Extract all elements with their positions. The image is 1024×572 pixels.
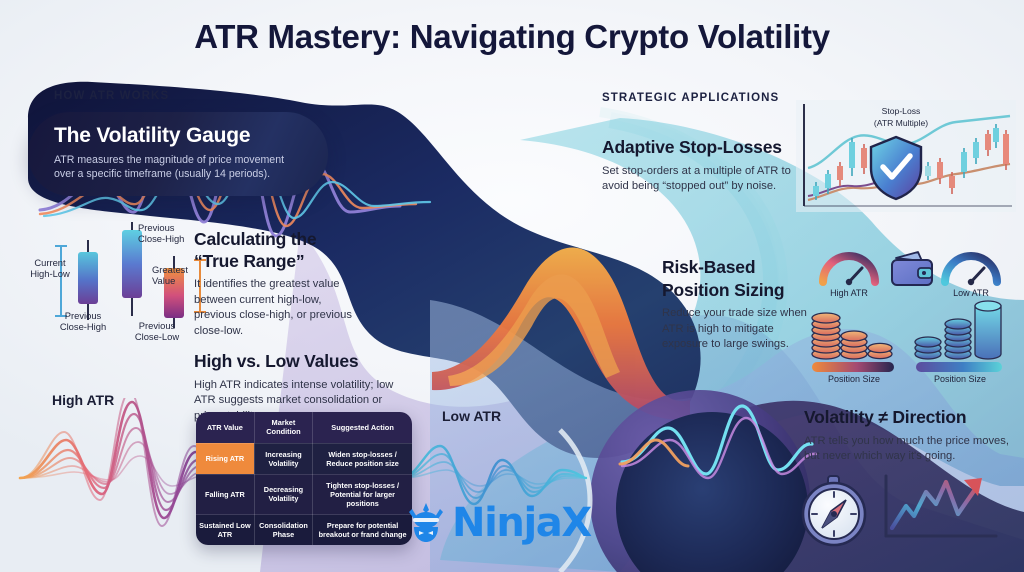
position-sizing-heading-line2: Position Sizing — [662, 279, 785, 300]
volatility-direction-body: ATR tells you how much the price moves, … — [804, 434, 1009, 463]
low-atr-wave-caption: Low ATR — [442, 408, 502, 424]
gauge-label-high-atr: High ATR — [830, 288, 868, 298]
adaptive-stop-losses-block: Adaptive Stop-Losses Set stop-orders at … — [602, 137, 802, 195]
ninja-mask-icon — [409, 503, 443, 542]
high-atr-wave-caption: High ATR — [52, 392, 115, 408]
low-atr-waveform — [398, 444, 588, 506]
stop-loss-chart-caption-line1: Stop-Loss — [881, 106, 921, 116]
position-size-coins-low-atr — [914, 300, 1002, 372]
candle-label-previous-close-high-bottom: Previous Close-High — [59, 310, 107, 333]
atr-reference-table: ATR Value Market Condition Suggested Act… — [196, 412, 412, 546]
position-sizing-heading-line1: Risk-Based — [662, 257, 756, 277]
cell-atr-value: Rising ATR — [196, 443, 255, 475]
section-kicker-how-atr-works: HOW ATR WORKS — [54, 90, 170, 102]
table-row: Falling ATR Decreasing Volatility Tighte… — [196, 474, 412, 516]
cell-market-condition: Increasing Volatility — [254, 443, 314, 475]
candle-label-current-high-low: Current High-Low — [30, 257, 70, 280]
true-range-heading-line2: “True Range” — [194, 250, 305, 271]
high-low-values-heading: High vs. Low Values — [194, 351, 359, 371]
table-row: Sustained Low ATR Consolidation Phase Pr… — [196, 514, 412, 546]
bar-label-position-size-low: Position Size — [933, 374, 987, 384]
wallet-icon — [891, 251, 933, 286]
rising-trend-arrow-icon — [884, 474, 998, 538]
shield-check-icon — [869, 135, 923, 201]
table-col-suggested-action: Suggested Action — [312, 412, 412, 444]
stop-loss-chart-caption-line2: (ATR Multiple) — [873, 118, 929, 128]
true-range-body: It identifies the greatest value between… — [194, 278, 352, 337]
true-range-block: Calculating the “True Range” It identifi… — [194, 229, 354, 339]
gauge-label-low-atr: Low ATR — [953, 288, 989, 298]
adaptive-stop-losses-body: Set stop-orders at a multiple of ATR to … — [602, 164, 791, 193]
true-range-candlestick-diagram — [55, 222, 206, 328]
table-col-market-condition: Market Condition — [254, 412, 314, 444]
position-size-coins-high-atr — [811, 312, 894, 372]
cell-atr-value: Falling ATR — [196, 474, 255, 516]
position-sizing-block: Risk-Based Position Sizing Reduce your t… — [662, 257, 812, 353]
compass-icon — [801, 475, 867, 547]
table-col-atr-value: ATR Value — [196, 412, 255, 444]
brand-wordmark: NinjaX — [452, 500, 592, 546]
cell-suggested-action: Tighten stop-losses / Potential for larg… — [312, 474, 412, 516]
volatility-direction-heading: Volatility ≠ Direction — [804, 407, 967, 427]
cell-atr-value: Sustained Low ATR — [196, 514, 255, 546]
adaptive-stop-losses-heading: Adaptive Stop-Losses — [602, 137, 782, 157]
cell-market-condition: Consolidation Phase — [254, 514, 314, 546]
candle-label-previous-close-low: Previous Close-Low — [134, 320, 180, 343]
bar-label-position-size-high: Position Size — [827, 374, 881, 384]
volatility-gauge-heading: The Volatility Gauge — [54, 124, 251, 147]
true-range-heading-line1: Calculating the — [194, 229, 317, 249]
cell-suggested-action: Prepare for potential breakout or frand … — [312, 514, 412, 546]
table-header-row: ATR Value Market Condition Suggested Act… — [196, 412, 412, 444]
volatility-direction-block: Volatility ≠ Direction ATR tells you how… — [804, 407, 1014, 465]
volatility-gauge-card: The Volatility Gauge ATR measures the ma… — [28, 112, 328, 196]
high-atr-gauge-icon — [819, 252, 879, 286]
cell-market-condition: Decreasing Volatility — [254, 474, 314, 516]
candle-label-greatest-value: Greatest Value — [152, 264, 188, 287]
volatility-gauge-body: ATR measures the magnitude of price move… — [54, 154, 285, 181]
cell-suggested-action: Widen stop-losses / Reduce position size — [312, 443, 412, 475]
section-kicker-strategic-applications: STRATEGIC APPLICATIONS — [602, 92, 780, 104]
low-atr-gauge-icon — [941, 252, 1001, 286]
position-sizing-body: Reduce your trade size when ATR is high … — [662, 307, 807, 351]
brand-logo: NinjaX — [404, 500, 592, 546]
page-title: ATR Mastery: Navigating Crypto Volatilit… — [194, 18, 830, 55]
table-row: Rising ATR Increasing Volatility Widen s… — [196, 443, 412, 475]
candle-label-previous-close-high-top: Previous Close-High — [138, 222, 185, 245]
